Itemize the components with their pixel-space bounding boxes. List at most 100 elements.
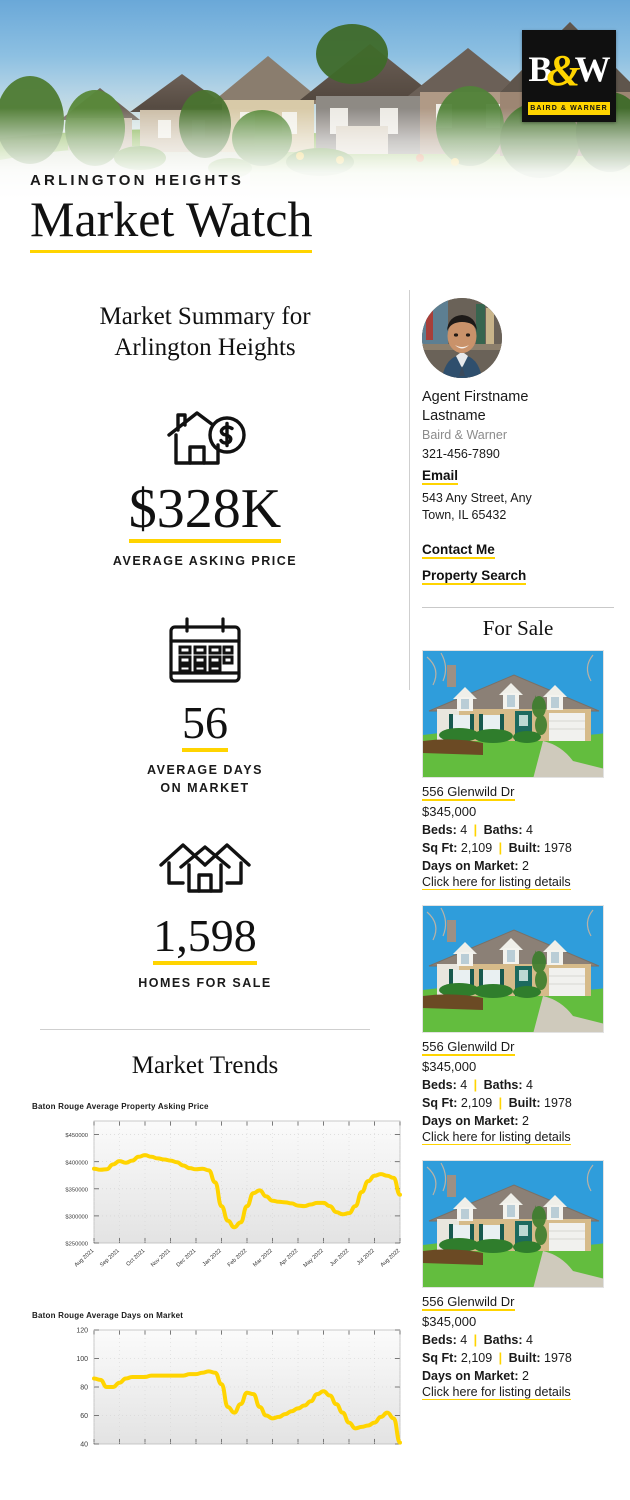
svg-text:100: 100 bbox=[76, 1356, 88, 1363]
hero-banner: B & W BAIRD & WARNER bbox=[0, 0, 630, 200]
summary-heading-line1: Market Summary for bbox=[99, 303, 311, 330]
list-item[interactable]: 556 Glenwild Dr $345,000 Beds: 4 | Baths… bbox=[422, 650, 614, 891]
agent-last-name: Lastname bbox=[422, 407, 486, 424]
svg-text:$400000: $400000 bbox=[65, 1160, 88, 1166]
page-title: Market Watch bbox=[30, 193, 313, 253]
svg-text:$300000: $300000 bbox=[65, 1214, 88, 1220]
svg-text:Mar 2022: Mar 2022 bbox=[252, 1248, 274, 1268]
listing-price: $345,000 bbox=[422, 1314, 477, 1330]
svg-text:40: 40 bbox=[80, 1441, 88, 1448]
logo-monogram: B & W bbox=[526, 36, 612, 102]
contact-me-link[interactable]: Contact Me bbox=[422, 542, 495, 560]
chart-title-asking-price: Baton Rouge Average Property Asking Pric… bbox=[32, 1101, 209, 1111]
stat-value-asking-price: $328K bbox=[128, 481, 282, 543]
avatar bbox=[422, 298, 502, 378]
email-link[interactable]: Email bbox=[422, 467, 459, 485]
svg-text:$450000: $450000 bbox=[65, 1133, 88, 1139]
listing-sqft-built: Sq Ft: 2,109 | Built: 1978 bbox=[422, 841, 572, 856]
agent-address-line1: 543 Any Street, Any bbox=[422, 490, 532, 505]
svg-text:Dec 2021: Dec 2021 bbox=[176, 1248, 198, 1268]
svg-text:Sep 2021: Sep 2021 bbox=[99, 1248, 121, 1268]
for-sale-heading: For Sale bbox=[482, 616, 554, 641]
listing-details-link[interactable]: Click here for listing details bbox=[422, 875, 571, 891]
svg-text:May 2022: May 2022 bbox=[303, 1248, 325, 1269]
list-item[interactable]: 556 Glenwild Dr $345,000 Beds: 4 | Baths… bbox=[422, 1160, 614, 1401]
right-column: Agent Firstname Lastname Baird & Warner … bbox=[410, 290, 630, 1454]
agent-phone: 321-456-7890 bbox=[422, 446, 500, 461]
listing-sqft-built: Sq Ft: 2,109 | Built: 1978 bbox=[422, 1096, 572, 1111]
svg-text:Aug 2021: Aug 2021 bbox=[74, 1248, 96, 1268]
listing-days-on-market: Days on Market: 2 bbox=[422, 1114, 529, 1129]
svg-text:Oct 2021: Oct 2021 bbox=[125, 1248, 146, 1268]
summary-heading-line2: Arlington Heights bbox=[114, 333, 296, 361]
agent-first-name: Agent Firstname bbox=[422, 389, 529, 405]
svg-text:80: 80 bbox=[80, 1384, 88, 1391]
svg-text:$350000: $350000 bbox=[65, 1187, 88, 1193]
stat-value-homes-for-sale: 1,598 bbox=[153, 913, 257, 966]
logo-letter-w: W bbox=[574, 49, 611, 89]
agent-name: Agent Firstname Lastname bbox=[422, 388, 614, 426]
for-sale-divider bbox=[422, 607, 614, 609]
stat-value-days-on-market: 56 bbox=[182, 700, 228, 753]
stat-label-homes-for-sale: HOMES FOR SALE bbox=[138, 976, 272, 991]
market-summary-heading: Market Summary for Arlington Heights bbox=[18, 302, 392, 363]
chart-canvas-days-on-market: 40 60 80 100 120 bbox=[32, 1324, 406, 1454]
chart-asking-price: Baton Rouge Average Property Asking Pric… bbox=[18, 1101, 402, 1295]
listing-price: $345,000 bbox=[422, 1059, 477, 1075]
calendar-icon bbox=[18, 616, 392, 686]
stat-label-dom-line1: AVERAGE DAYS bbox=[147, 763, 263, 778]
list-item[interactable]: 556 Glenwild Dr $345,000 Beds: 4 | Baths… bbox=[422, 905, 614, 1146]
hero-fade-overlay bbox=[0, 108, 630, 200]
listing-address-link[interactable]: 556 Glenwild Dr bbox=[422, 1294, 515, 1312]
stat-homes-for-sale: 1,598 HOMES FOR SALE bbox=[18, 837, 392, 992]
listing-photo[interactable] bbox=[422, 1160, 604, 1289]
stat-average-asking-price: $328K AVERAGE ASKING PRICE bbox=[18, 405, 392, 570]
svg-text:Aug 2022: Aug 2022 bbox=[380, 1248, 402, 1268]
listing-address-link[interactable]: 556 Glenwild Dr bbox=[422, 1039, 515, 1057]
listing-beds-baths: Beds: 4 | Baths: 4 bbox=[422, 823, 533, 838]
agent-address-line2: Town, IL 65432 bbox=[422, 507, 507, 522]
listing-details-link[interactable]: Click here for listing details bbox=[422, 1130, 571, 1146]
svg-text:Jul 2022: Jul 2022 bbox=[356, 1248, 376, 1267]
svg-text:60: 60 bbox=[80, 1413, 88, 1420]
stat-label-dom-line2: ON MARKET bbox=[160, 781, 250, 796]
svg-text:Jan 2022: Jan 2022 bbox=[202, 1248, 223, 1268]
content-columns: Market Summary for Arlington Heights bbox=[0, 290, 630, 1454]
svg-text:Apr 2022: Apr 2022 bbox=[278, 1248, 299, 1268]
stat-average-days-on-market: 56 AVERAGE DAYS ON MARKET bbox=[18, 616, 392, 797]
left-column: Market Summary for Arlington Heights bbox=[0, 290, 410, 1454]
svg-text:Nov 2021: Nov 2021 bbox=[150, 1248, 172, 1268]
stat-label-asking-price: AVERAGE ASKING PRICE bbox=[112, 554, 298, 568]
for-sale-listings: 556 Glenwild Dr $345,000 Beds: 4 | Baths… bbox=[422, 650, 614, 1401]
baird-warner-logo: B & W BAIRD & WARNER bbox=[522, 30, 616, 122]
location-eyebrow: ARLINGTON HEIGHTS bbox=[30, 172, 245, 189]
svg-text:120: 120 bbox=[76, 1327, 88, 1334]
chart-days-on-market: Baton Rouge Average Days on Market 40 60 8… bbox=[18, 1311, 402, 1454]
listing-photo[interactable] bbox=[422, 905, 604, 1034]
listing-details-link[interactable]: Click here for listing details bbox=[422, 1385, 571, 1401]
listing-sqft-built: Sq Ft: 2,109 | Built: 1978 bbox=[422, 1351, 572, 1366]
two-houses-icon bbox=[18, 837, 392, 899]
listing-address-link[interactable]: 556 Glenwild Dr bbox=[422, 784, 515, 802]
market-trends-heading: Market Trends bbox=[131, 1051, 279, 1079]
page-title-block: ARLINGTON HEIGHTS Market Watch bbox=[30, 172, 590, 253]
listing-photo[interactable] bbox=[422, 650, 604, 779]
listing-days-on-market: Days on Market: 2 bbox=[422, 859, 529, 874]
listing-beds-baths: Beds: 4 | Baths: 4 bbox=[422, 1333, 533, 1348]
agent-address: 543 Any Street, Any Town, IL 65432 bbox=[422, 490, 614, 524]
svg-text:Jun 2022: Jun 2022 bbox=[329, 1248, 350, 1268]
logo-ampersand: & bbox=[546, 46, 580, 95]
logo-letter-b: B bbox=[528, 49, 552, 89]
house-dollar-icon bbox=[18, 405, 392, 469]
listing-beds-baths: Beds: 4 | Baths: 4 bbox=[422, 1078, 533, 1093]
svg-text:Feb 2022: Feb 2022 bbox=[227, 1248, 249, 1268]
stat-label-days-on-market: AVERAGE DAYS ON MARKET bbox=[18, 761, 392, 797]
svg-text:$250000: $250000 bbox=[65, 1241, 88, 1247]
chart-canvas-asking-price: $250000 $300000 $350000 $400000 $450000 Aug 2… bbox=[32, 1115, 406, 1295]
property-search-link[interactable]: Property Search bbox=[422, 568, 527, 586]
agent-company: Baird & Warner bbox=[422, 427, 507, 442]
logo-wordmark: BAIRD & WARNER bbox=[528, 102, 610, 115]
trends-divider bbox=[40, 1028, 370, 1030]
listing-price: $345,000 bbox=[422, 804, 477, 820]
